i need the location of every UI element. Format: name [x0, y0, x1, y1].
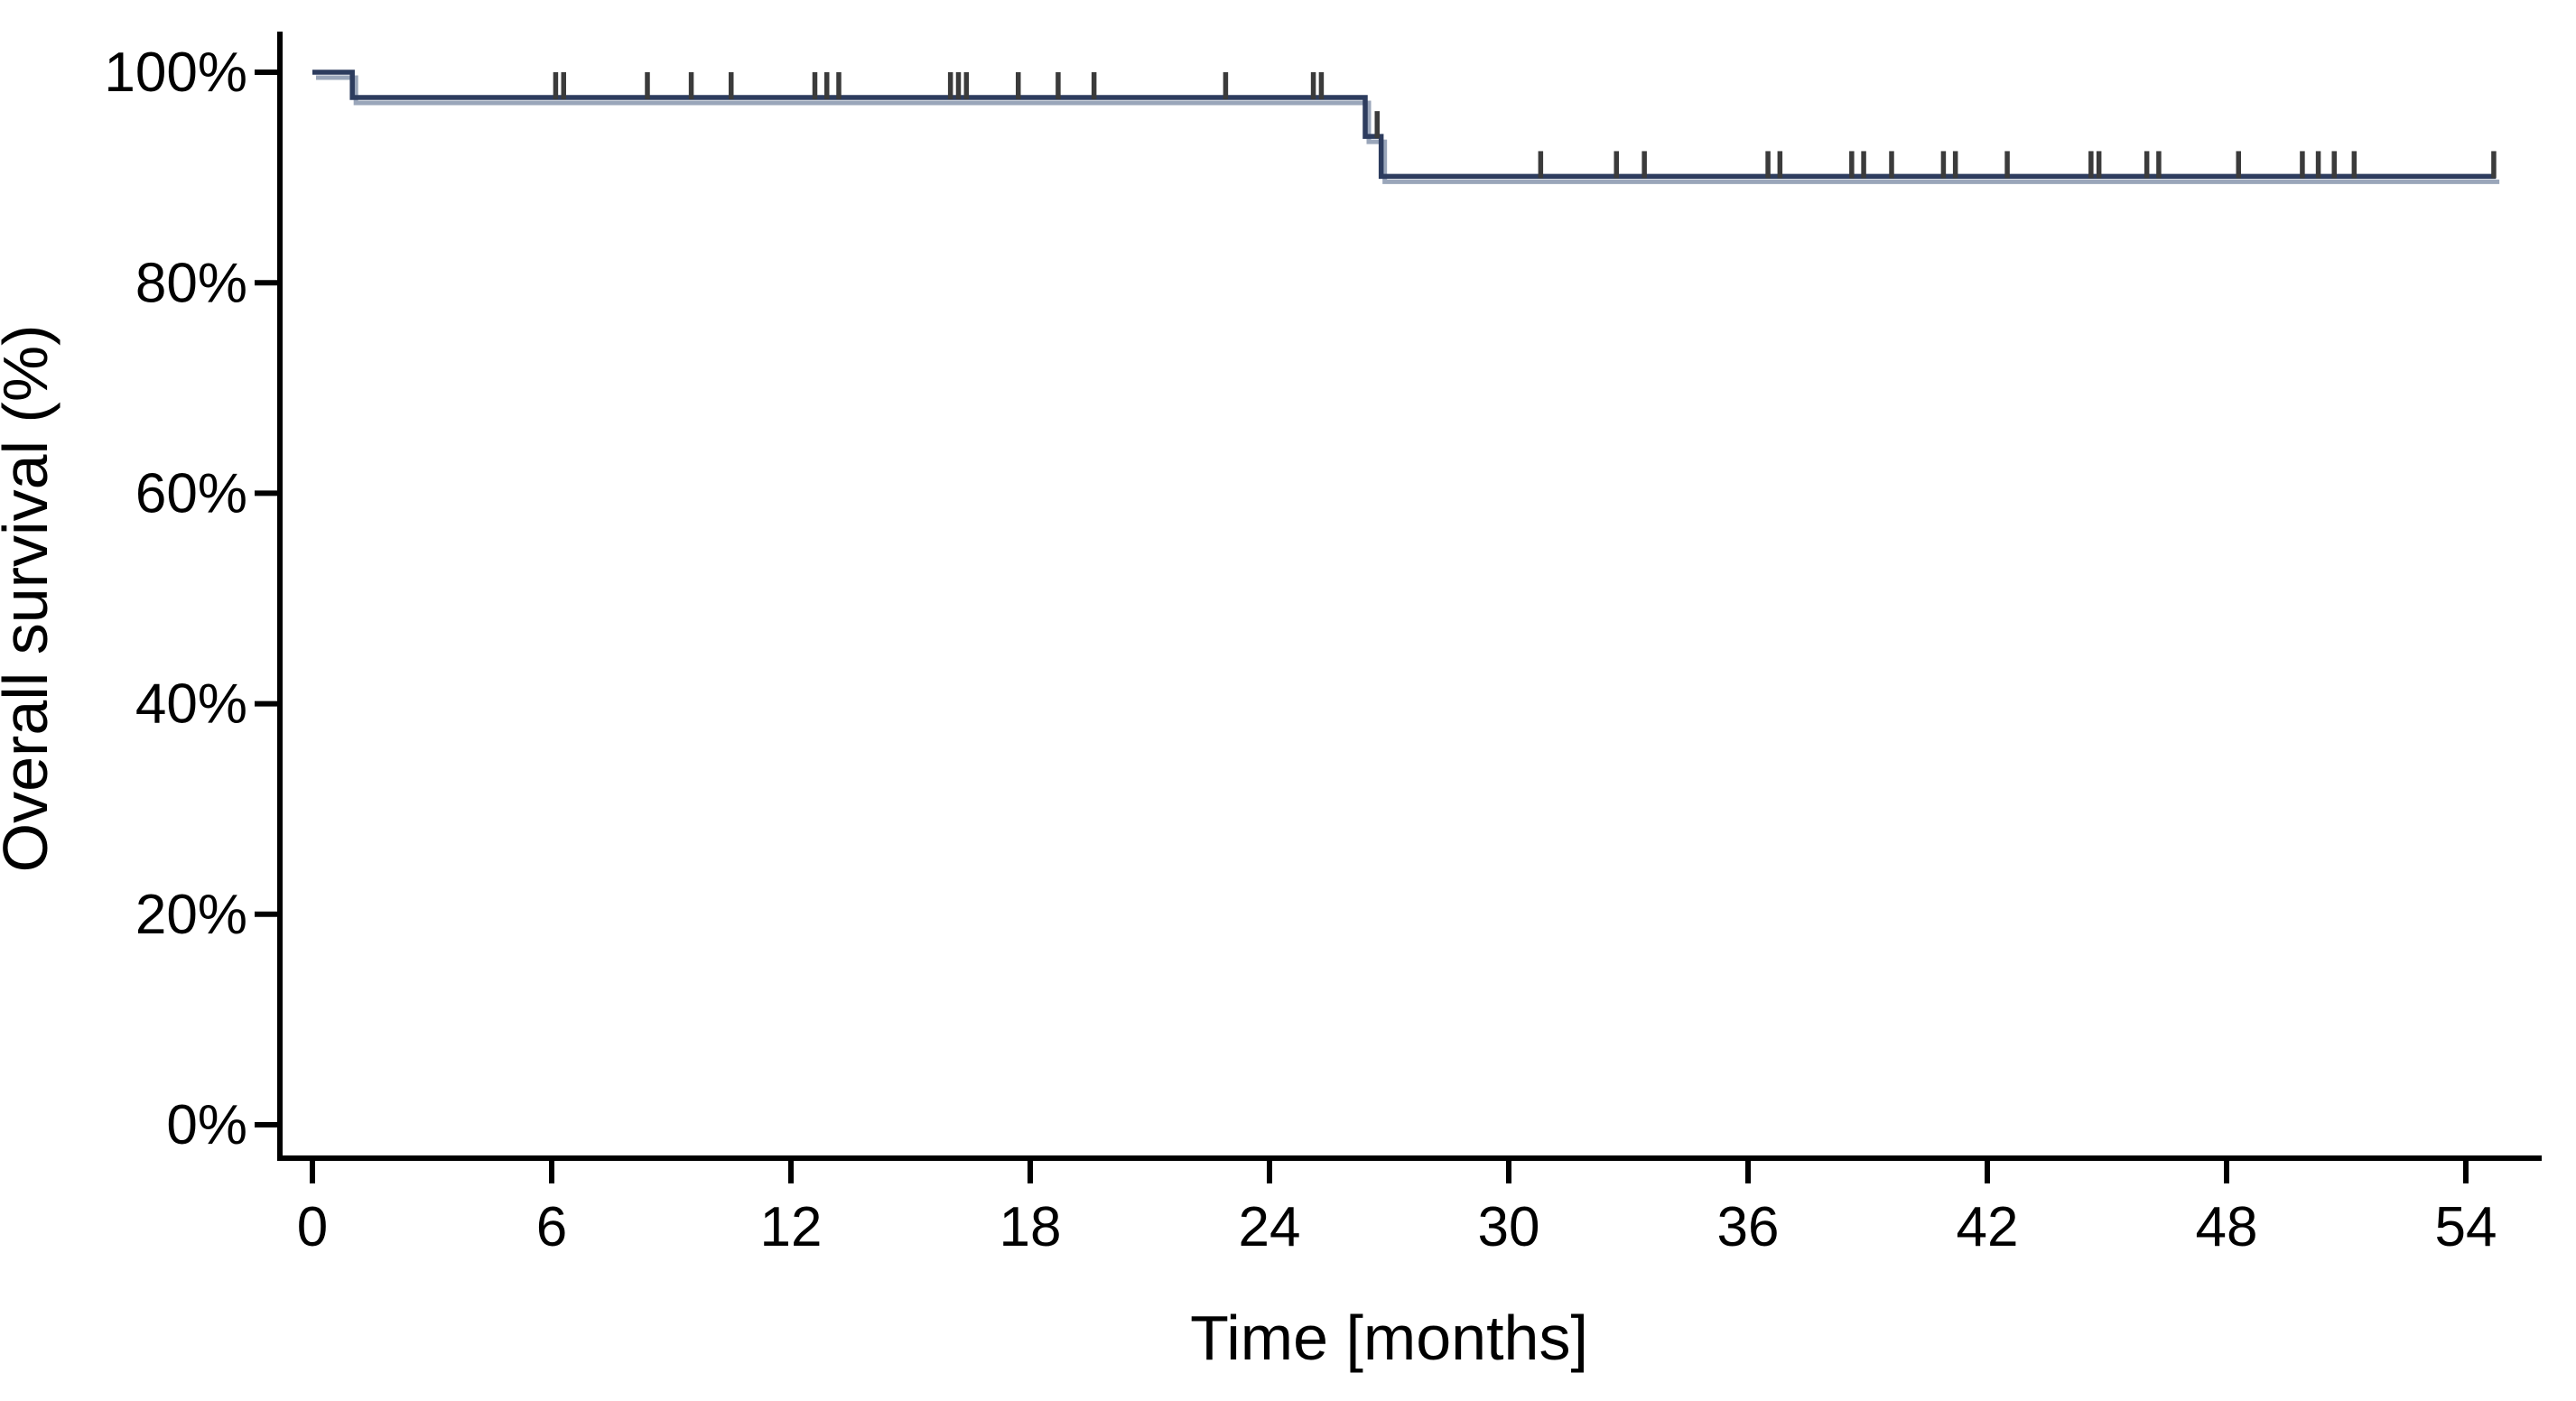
x-axis-title: Time [months]: [1190, 1303, 1588, 1373]
x-tick-label: 36: [1717, 1196, 1780, 1258]
survival-curve: [312, 70, 2497, 180]
x-tick-label: 6: [536, 1196, 567, 1258]
y-tick-label: 100%: [104, 42, 247, 104]
y-tick-label: 80%: [135, 252, 247, 314]
survival-curve-shadow: [316, 75, 2500, 184]
x-tick-label: 54: [2435, 1196, 2497, 1258]
x-tick-label: 12: [760, 1196, 823, 1258]
x-tick-label: 42: [1957, 1196, 2019, 1258]
y-tick-label: 60%: [135, 462, 247, 524]
y-tick-label: 40%: [135, 673, 247, 736]
x-tick-label: 48: [2196, 1196, 2258, 1258]
y-axis-title: Overall survival (%): [0, 325, 60, 873]
y-tick-label: 0%: [166, 1094, 247, 1156]
x-tick-label: 18: [1000, 1196, 1062, 1258]
y-tick-label: 20%: [135, 884, 247, 946]
x-tick-label: 30: [1478, 1196, 1540, 1258]
x-tick-label: 0: [297, 1196, 328, 1258]
x-tick-label: 24: [1239, 1196, 1301, 1258]
